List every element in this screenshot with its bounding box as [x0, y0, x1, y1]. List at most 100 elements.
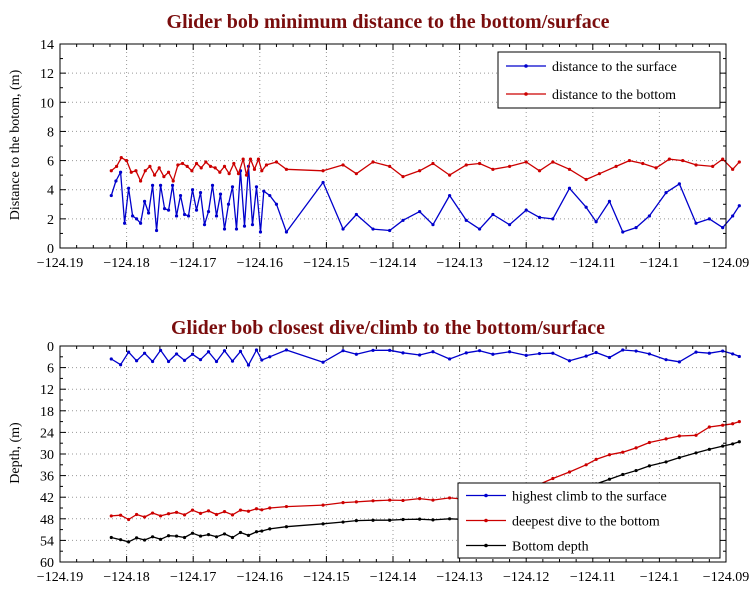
data-point: [567, 470, 572, 474]
data-point: [194, 161, 199, 166]
data-point: [341, 520, 345, 524]
data-point: [190, 531, 195, 535]
data-point: [246, 363, 251, 367]
data-point: [694, 350, 698, 354]
data-point: [234, 227, 239, 231]
data-point: [109, 193, 113, 198]
data-point: [448, 173, 452, 177]
data-point: [198, 358, 203, 362]
data-point: [621, 348, 625, 352]
data-point: [246, 533, 251, 537]
data-point: [634, 349, 638, 353]
data-point: [507, 223, 512, 227]
data-point: [260, 358, 264, 362]
data-point: [218, 192, 223, 196]
y-tick-label: 12: [40, 67, 54, 82]
data-point: [477, 227, 482, 231]
data-point: [594, 220, 598, 224]
data-point: [171, 179, 175, 183]
series-line-2: [111, 441, 740, 543]
data-point: [491, 212, 495, 217]
data-point: [194, 208, 199, 212]
legend-marker: [524, 92, 528, 96]
data-point: [371, 499, 375, 503]
legend-label: distance to the surface: [552, 60, 677, 75]
data-point: [226, 202, 231, 206]
x-tick-label: −124.19: [37, 256, 83, 271]
data-point: [126, 186, 131, 190]
data-point: [431, 350, 435, 354]
data-point: [388, 164, 392, 168]
data-point: [584, 354, 588, 358]
data-point: [123, 221, 127, 225]
data-point: [274, 160, 279, 164]
axes-box: [59, 345, 727, 563]
x-tick-label: −124.11: [570, 256, 616, 271]
data-point: [182, 535, 187, 540]
data-point: [677, 360, 681, 364]
x-tick-label: −124.17: [170, 256, 216, 271]
data-point: [125, 158, 129, 163]
data-point: [166, 534, 171, 538]
y-tick-label: 24: [40, 426, 54, 441]
data-point: [371, 348, 375, 352]
data-point: [537, 169, 542, 173]
y-tick-label: 36: [40, 470, 54, 485]
data-point: [268, 527, 272, 531]
data-point: [284, 167, 289, 171]
data-point: [150, 511, 155, 515]
data-point: [186, 214, 191, 218]
data-point: [109, 357, 113, 361]
data-point: [667, 157, 671, 161]
x-tick-label: −124.16: [237, 570, 283, 585]
data-point: [607, 453, 612, 457]
y-tick-label: 8: [47, 125, 54, 140]
data-point: [401, 218, 405, 222]
chart1-plot: −124.19 −124.18 −124.17 −124.16 −124.15 −124.…: [37, 38, 749, 271]
data-point: [341, 349, 345, 353]
data-point: [204, 160, 208, 164]
y-tick-label: 0: [47, 242, 54, 257]
data-point: [721, 423, 725, 427]
data-point: [206, 209, 211, 214]
data-point: [198, 511, 203, 515]
y-tick-label: 10: [40, 96, 54, 111]
data-point: [431, 161, 435, 166]
data-point: [134, 169, 138, 173]
data-point: [198, 191, 203, 195]
data-point: [594, 350, 598, 355]
data-point: [664, 460, 668, 464]
data-point: [119, 538, 123, 542]
data-point: [634, 446, 638, 450]
x-tick-label: −124.16: [237, 256, 283, 271]
series-line-0: [110, 349, 740, 366]
data-point: [182, 513, 187, 517]
data-point: [464, 218, 468, 222]
data-point: [418, 169, 422, 173]
data-point: [584, 177, 588, 182]
data-point: [126, 350, 131, 354]
data-point: [158, 348, 163, 352]
x-tick-label: −124.13: [436, 570, 482, 585]
data-point: [214, 512, 219, 517]
data-point: [134, 359, 139, 363]
data-point: [230, 359, 235, 363]
data-point: [448, 357, 452, 361]
data-point: [252, 167, 257, 171]
data-point: [238, 508, 243, 512]
data-point: [647, 214, 652, 218]
x-tick-label: −124.1: [640, 256, 679, 271]
data-point: [537, 215, 542, 219]
data-point: [170, 183, 175, 187]
data-point: [341, 163, 345, 167]
data-point: [126, 517, 131, 522]
data-point: [150, 183, 155, 187]
data-point: [222, 349, 227, 353]
data-point: [341, 501, 345, 505]
data-point: [388, 498, 392, 502]
data-point: [222, 532, 227, 536]
legend-marker: [484, 493, 488, 498]
data-point: [248, 157, 253, 161]
data-point: [621, 450, 625, 454]
